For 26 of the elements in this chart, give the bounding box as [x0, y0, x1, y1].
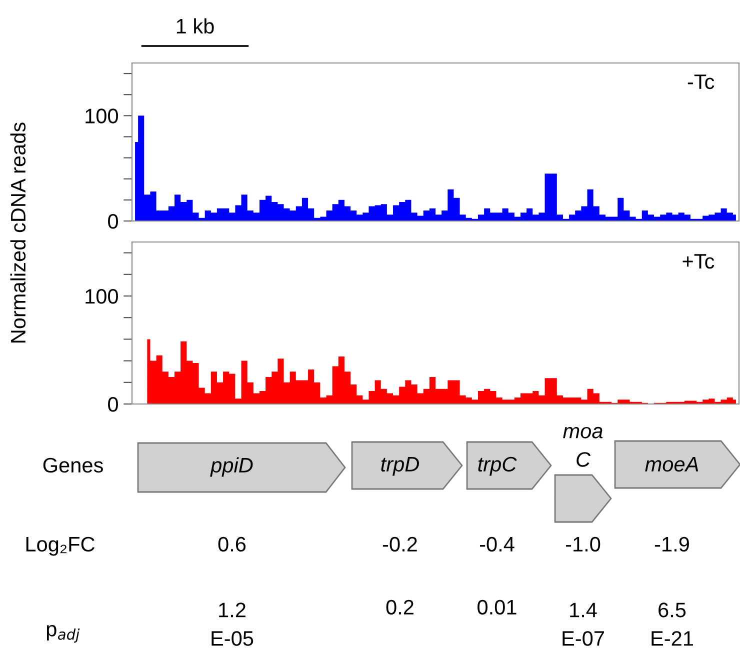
text: Log₂FC: [26, 536, 95, 556]
text: trpC: [478, 456, 517, 476]
text: 1.4 E-07: [562, 602, 604, 646]
text: ppiD: [210, 457, 253, 477]
y-tick-label: 0: [108, 214, 118, 229]
text: -1.0: [566, 536, 600, 552]
y-tick-label: 100: [86, 108, 118, 124]
y-tick-label: 0: [108, 397, 118, 412]
annotation: +Tc: [682, 254, 714, 269]
text: p$_{adj}$: [46, 625, 80, 643]
text: -0.2: [382, 536, 417, 552]
text: moeA: [645, 457, 698, 472]
text: 6.5 E-21: [652, 602, 693, 646]
y-axis-title: Normalized cDNA reads: [10, 122, 26, 342]
text: Genes: [43, 458, 103, 473]
text: trpD: [381, 457, 420, 476]
text: 0.01: [478, 600, 516, 615]
text: 1.2 E-05: [212, 602, 254, 646]
text: moa C: [563, 426, 603, 467]
annotation: -Tc: [688, 74, 714, 90]
text: 0.2: [386, 600, 414, 615]
text: 0.6: [218, 536, 246, 552]
text: -0.4: [480, 536, 514, 552]
y-tick-label: 100: [86, 289, 118, 304]
text: 1 kb: [176, 18, 214, 34]
text: -1.9: [654, 536, 689, 552]
